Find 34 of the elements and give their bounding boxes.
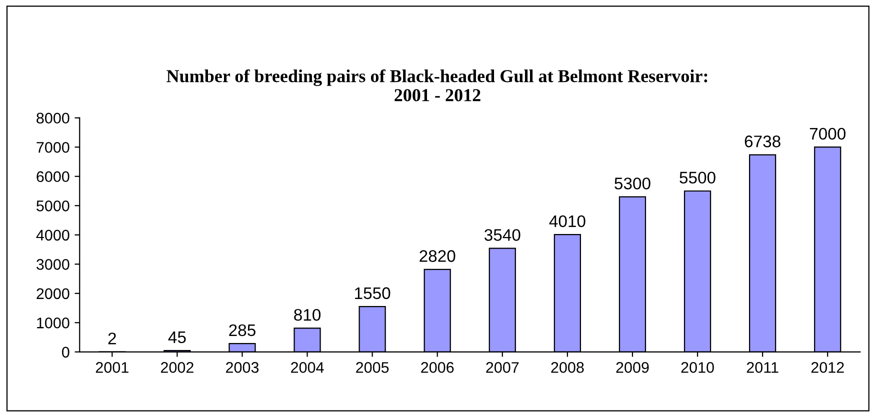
data-label: 5500	[680, 172, 716, 184]
y-tick-label: 8000	[36, 112, 70, 124]
x-tick-label: 2007	[486, 362, 519, 373]
y-tick-label: 2000	[36, 288, 70, 300]
y-tick-label: 5000	[36, 200, 70, 212]
x-tick-label: 2010	[681, 362, 714, 373]
data-label: 4010	[549, 215, 586, 228]
data-label: 2	[108, 332, 116, 344]
data-label: 810	[294, 308, 321, 321]
data-label: 7000	[810, 128, 846, 140]
y-tick-label: 4000	[36, 230, 70, 241]
x-tick-label: 2006	[421, 362, 454, 373]
data-label: 45	[168, 332, 186, 344]
data-label: 3540	[484, 229, 520, 241]
x-tick-label: 2004	[291, 362, 324, 373]
x-tick-label: 2008	[551, 362, 584, 373]
data-label: 2820	[420, 250, 456, 262]
data-label: 1550	[355, 287, 390, 300]
data-label: 285	[229, 324, 256, 336]
x-tick-label: 2001	[96, 362, 128, 373]
data-label: 6738	[744, 136, 780, 148]
x-tick-label: 2003	[226, 362, 259, 373]
x-tick-label: 2009	[616, 362, 649, 373]
y-tick-label: 0	[62, 346, 70, 358]
data-label: 5300	[614, 178, 650, 190]
y-tick-label: 6000	[36, 171, 70, 182]
chart-title: Number of breeding pairs of Black-headed Gull at Belmont Reservoir: 2001 - 2012	[166, 69, 708, 102]
y-tick-label: 7000	[36, 142, 70, 153]
x-tick-label: 2011	[746, 362, 778, 373]
x-tick-label: 2002	[160, 362, 194, 373]
x-tick-label: 2005	[356, 362, 389, 373]
y-tick-label: 3000	[36, 259, 70, 270]
y-tick-label: 1000	[37, 318, 70, 328]
x-tick-label: 2012	[811, 362, 844, 373]
